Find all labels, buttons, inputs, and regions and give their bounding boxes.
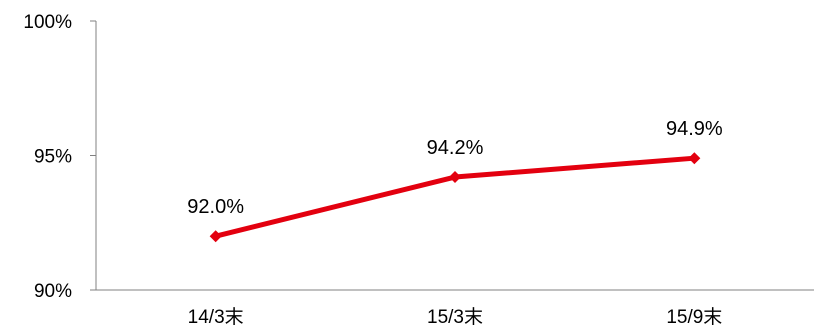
data-point-marker [209, 230, 222, 243]
y-axis-ticks: 90% 95% 100% [23, 12, 96, 302]
series-layer [209, 152, 701, 243]
x-tick-label: 15/3末 [427, 306, 483, 328]
y-tick-label: 90% [34, 281, 72, 302]
data-value-label: 94.9% [666, 118, 723, 140]
data-point-marker [449, 171, 461, 184]
x-tick-label: 14/3末 [188, 306, 244, 328]
data-labels: 92.0% 94.2% 94.9% [187, 118, 723, 218]
data-point-marker [688, 152, 701, 165]
series-line [213, 155, 697, 239]
y-tick-label: 100% [23, 12, 72, 33]
x-axis-ticks: 14/3末 15/3末 15/9末 [188, 306, 723, 328]
y-tick-label: 95% [34, 147, 72, 168]
data-value-label: 92.0% [187, 196, 244, 218]
data-value-label: 94.2% [427, 137, 484, 159]
x-tick-label: 15/9末 [666, 306, 722, 328]
